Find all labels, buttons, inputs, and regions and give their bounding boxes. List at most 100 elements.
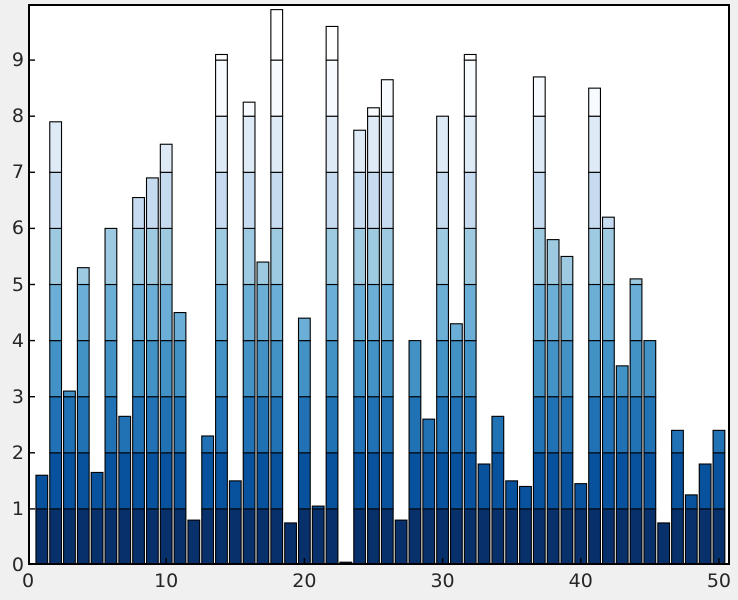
bar-segment [270,452,284,510]
bar-segment [215,227,228,286]
bar-segment [173,452,187,510]
bar-segment [215,115,228,173]
bar-segment [698,508,712,565]
bar-segment [215,340,228,398]
bar-segment [215,283,228,342]
bar-segment [643,396,657,454]
bar-segment [49,508,63,565]
bar-segment [588,87,601,117]
bar-segment [436,115,449,173]
bar-segment [588,508,601,565]
bar-segment [380,227,394,286]
bar-segment [353,340,367,398]
y-tick-label: 5 [11,273,24,296]
bar-segment [256,283,270,342]
bar-segment [546,508,560,565]
bar-segment [380,452,394,510]
bar-segment [629,278,643,286]
bar-segment [242,396,256,454]
bar-segment [546,283,560,342]
bar-segment [477,463,491,510]
bar-segment [173,508,187,565]
bar-segment [256,508,270,565]
bar-segment [380,79,394,117]
bar-segment [671,452,684,510]
bar-segment [629,396,643,454]
bar-segment [242,340,256,398]
bar-segment [601,340,615,398]
bar-segment [380,283,394,342]
bar-segment [132,196,145,229]
bar-segment [270,396,284,454]
bar-segment [643,452,657,510]
bar-segment [643,340,657,398]
bar-segment [491,452,505,510]
bar-segment [519,485,532,510]
bar-segment [284,522,297,565]
bar-segment [505,508,519,565]
bar-segment [380,171,394,229]
bar-segment [145,283,159,342]
bar-segment [532,227,546,286]
bar-segment [629,508,643,565]
bar-segment [408,340,422,398]
bar-segment [449,340,463,398]
bar-segment [588,171,601,229]
bar-segment [408,508,422,565]
bar-segment [242,101,256,117]
bar-segment [201,508,215,565]
bar-segment [145,177,159,229]
bar-segment [367,283,380,342]
bar-segment [380,340,394,398]
bar-segment [436,452,449,510]
x-tick-label: 10 [154,570,179,592]
bar-segment [698,463,712,510]
bar-segment [325,508,339,565]
bar-segment [367,171,380,229]
bar-segment [132,452,145,510]
bar-segment [242,508,256,565]
bar-segment [49,227,63,286]
bar-segment [380,115,394,173]
bar-segment [394,519,408,565]
bar-segment [532,452,546,510]
bar-segment [104,283,118,342]
bar-segment [90,471,104,510]
bar-segment [449,396,463,454]
bar-segment [601,283,615,342]
bar-segment [463,115,477,173]
bar-segment [76,452,90,510]
bar-segment [449,452,463,510]
bar-segment [380,508,394,565]
y-tick-label: 7 [11,161,24,184]
bar-segment [49,452,63,510]
bar-segment [159,143,173,173]
bar-segment [671,508,684,565]
bar-segment [463,283,477,342]
y-tick-label: 9 [11,49,24,72]
bar-chart-canvas [28,4,730,565]
bar-segment [463,227,477,286]
bar-segment [270,227,284,286]
bar-segment [505,480,519,510]
bar-segment [560,255,574,286]
bar-segment [201,435,215,454]
bar-segment [256,261,270,286]
bar-segment [367,396,380,454]
bar-segment [629,283,643,342]
bar-segment [215,53,228,61]
bar-segment [118,508,132,565]
bar-segment [546,340,560,398]
bar-segment [215,396,228,454]
bar-segment [532,283,546,342]
bar-segment [353,171,367,229]
x-tick-label: 50 [706,570,732,592]
bar-segment [256,396,270,454]
bar-segment [145,340,159,398]
bar-segment [615,452,629,510]
bar-segment [325,59,339,117]
bar-segment [463,508,477,565]
bar-segment [297,508,311,565]
bar-segment [159,452,173,510]
